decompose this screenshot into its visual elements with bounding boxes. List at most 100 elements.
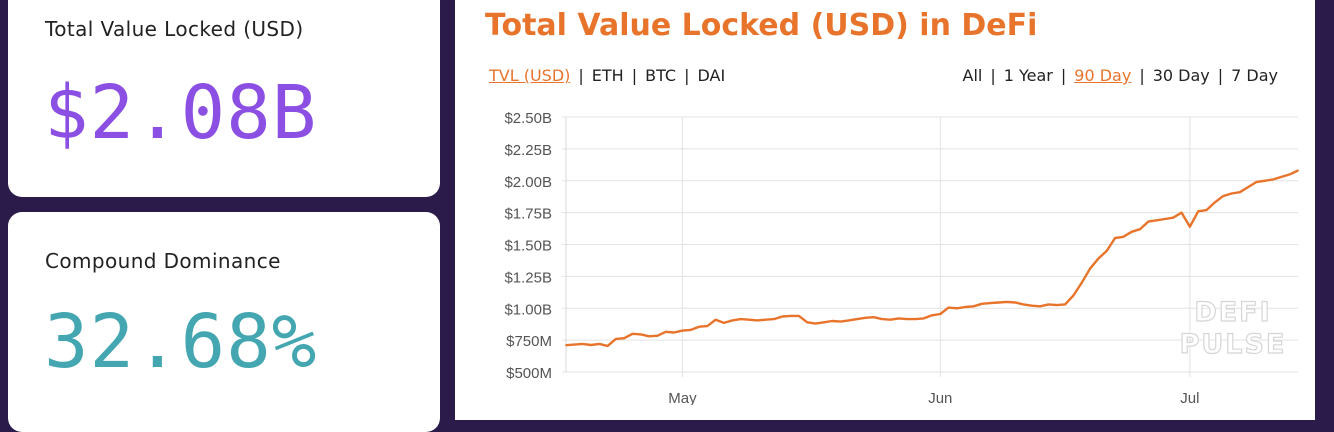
tvl-data-point xyxy=(1022,303,1025,306)
tvl-data-point xyxy=(856,318,858,320)
tvl-data-point xyxy=(789,315,792,317)
y-tick-label: $1.75B xyxy=(504,206,552,223)
dominance-card: Compound Dominance 32.68% xyxy=(8,212,440,432)
chart-title: Total Value Locked (USD) in DeFi xyxy=(485,8,1038,43)
y-tick-label: $2.00B xyxy=(504,174,552,191)
dominance-label: Compound Dominance xyxy=(45,249,281,273)
tvl-data-point xyxy=(1130,230,1133,233)
tvl-data-point xyxy=(1097,257,1100,260)
range-separator: | xyxy=(1139,66,1145,85)
tvl-data-point xyxy=(1006,301,1008,303)
tab-separator: | xyxy=(578,66,584,85)
tvl-data-point xyxy=(1247,186,1249,189)
tvl-data-point xyxy=(689,329,692,331)
tvl-data-point xyxy=(581,343,584,345)
tvl-data-point xyxy=(1272,178,1274,181)
tab-dai[interactable]: DAI xyxy=(697,66,726,85)
tvl-data-point xyxy=(914,318,917,320)
tvl-data-point xyxy=(1255,181,1258,183)
tvl-data-point xyxy=(1205,209,1208,212)
tvl-data-point xyxy=(1105,250,1108,252)
tvl-data-point xyxy=(1222,195,1224,198)
tab-btc[interactable]: BTC xyxy=(645,66,677,85)
tvl-data-point xyxy=(648,335,651,338)
tvl-data-point xyxy=(1139,228,1141,231)
tvl-data-point xyxy=(673,331,675,334)
tvl-data-point xyxy=(1030,304,1033,307)
range-30-day[interactable]: 30 Day xyxy=(1152,66,1210,85)
range-all[interactable]: All xyxy=(962,66,983,85)
tvl-data-point xyxy=(598,343,601,345)
y-tick-label: $2.25B xyxy=(504,142,552,159)
tab-eth[interactable]: ETH xyxy=(591,66,624,85)
tvl-data-point xyxy=(640,333,642,336)
y-tick-label: $500M xyxy=(506,365,552,382)
tvl-series-line xyxy=(565,169,1299,348)
tvl-data-point xyxy=(606,345,609,347)
defi-pulse-watermark: DEFI xyxy=(1194,297,1271,328)
dominance-value: 32.68% xyxy=(44,299,318,385)
tvl-data-point xyxy=(1189,225,1191,228)
range-tabs: All | 1 Year | 90 Day | 30 Day | 7 Day xyxy=(963,66,1279,85)
tvl-data-point xyxy=(1164,218,1166,220)
tvl-data-point xyxy=(1080,281,1083,284)
tvl-data-point xyxy=(631,332,634,335)
tvl-data-point xyxy=(1072,294,1075,297)
range-90-day[interactable]: 90 Day xyxy=(1074,66,1132,85)
tvl-data-point xyxy=(1114,237,1116,240)
x-tick-label: Jul xyxy=(1180,390,1199,405)
tvl-data-point xyxy=(698,325,700,328)
tvl-data-point xyxy=(947,306,950,309)
tvl-data-point xyxy=(573,343,576,346)
tvl-data-point xyxy=(739,318,742,320)
tvl-data-point xyxy=(1122,235,1125,238)
tvl-data-point xyxy=(872,316,875,319)
range-separator: | xyxy=(1060,66,1067,85)
y-tick-label: $750M xyxy=(506,333,552,350)
tvl-data-point xyxy=(889,318,892,321)
tvl-data-point xyxy=(1155,219,1158,222)
tvl-card: Total Value Locked (USD) $2.08B xyxy=(8,0,440,197)
chart-panel: Total Value Locked (USD) in DeFi TVL (US… xyxy=(455,0,1315,420)
tvl-data-point xyxy=(864,316,867,319)
tvl-data-point xyxy=(748,318,750,321)
tvl-data-point xyxy=(847,319,850,322)
tvl-data-point xyxy=(1064,303,1066,306)
tvl-data-point xyxy=(764,318,767,321)
tvl-data-point xyxy=(623,337,626,340)
tvl-data-point xyxy=(781,315,784,318)
tvl-data-point xyxy=(1014,301,1017,304)
tvl-data-point xyxy=(1055,304,1058,306)
tvl-data-point xyxy=(814,322,817,325)
tvl-data-point xyxy=(1089,267,1091,270)
tvl-data-point xyxy=(1197,210,1200,213)
tvl-data-point xyxy=(806,321,809,324)
tvl-data-point xyxy=(1230,192,1233,195)
tvl-label: Total Value Locked (USD) xyxy=(45,17,304,41)
range-1-year[interactable]: 1 Year xyxy=(1003,66,1053,85)
tvl-value: $2.08B xyxy=(44,70,318,156)
tvl-data-point xyxy=(922,317,925,320)
tvl-data-point xyxy=(823,321,825,324)
tvl-data-point xyxy=(1288,173,1291,176)
range-7-day[interactable]: 7 Day xyxy=(1231,66,1278,85)
metric-tabs: TVL (USD) | ETH | BTC | DAI xyxy=(489,66,725,85)
tvl-data-point xyxy=(1263,179,1266,182)
tvl-data-point xyxy=(956,307,958,310)
tvl-data-point xyxy=(798,315,800,317)
tvl-data-point xyxy=(1147,220,1150,223)
tvl-data-point xyxy=(964,306,967,308)
range-separator: | xyxy=(1217,66,1224,85)
tvl-data-point xyxy=(881,318,883,320)
tvl-data-point xyxy=(706,325,709,327)
tvl-data-point xyxy=(1297,169,1299,172)
y-tick-label: $1.25B xyxy=(504,269,552,286)
tvl-data-point xyxy=(1213,201,1216,204)
tvl-data-point xyxy=(831,320,834,322)
tab-tvl-usd[interactable]: TVL (USD) xyxy=(489,66,571,85)
tvl-data-point xyxy=(714,318,717,321)
tvl-data-point xyxy=(897,317,900,320)
tvl-data-point xyxy=(565,344,567,347)
tvl-data-point xyxy=(1172,216,1175,219)
tvl-data-point xyxy=(972,305,975,308)
